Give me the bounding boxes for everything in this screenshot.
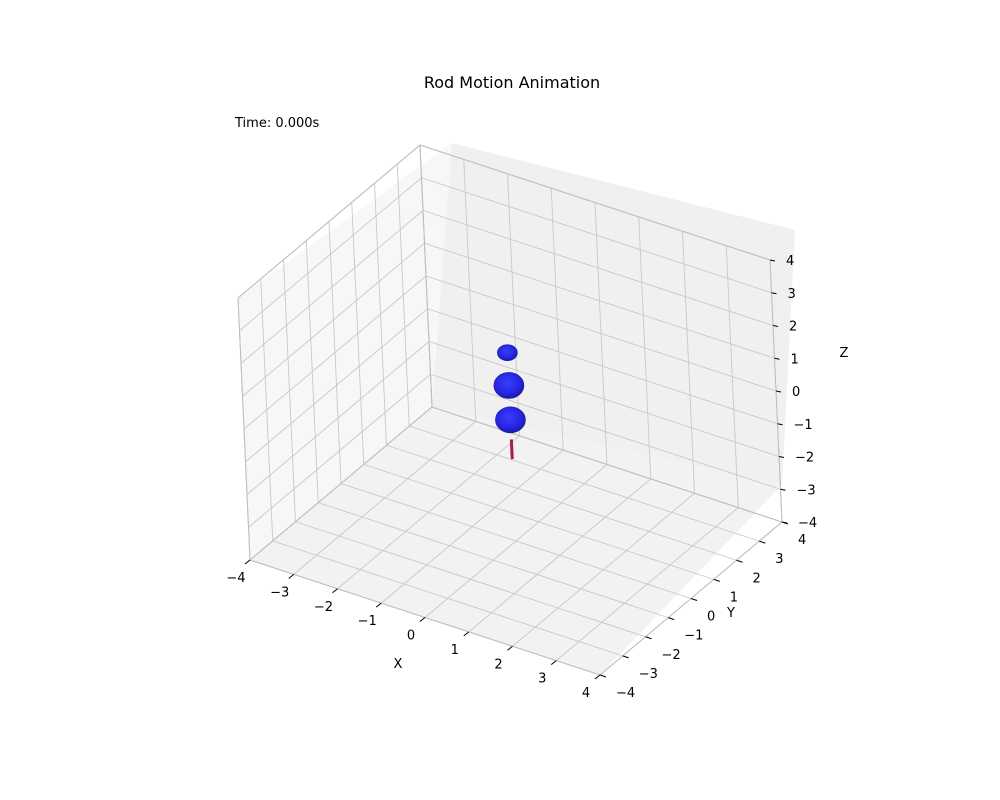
y-tick-label: −3 bbox=[639, 667, 658, 682]
pane-edge bbox=[237, 144, 421, 299]
chart-title: Rod Motion Animation bbox=[424, 73, 600, 92]
rod-layer bbox=[509, 439, 514, 460]
pane-edge bbox=[237, 297, 251, 561]
y-tick-mark bbox=[645, 636, 652, 640]
grid-line bbox=[340, 483, 692, 599]
z-tick-label: 2 bbox=[789, 320, 797, 335]
y-tick-label: 0 bbox=[707, 610, 715, 625]
grid-line bbox=[386, 444, 737, 561]
z-tick-mark bbox=[778, 456, 785, 458]
grid-line bbox=[239, 177, 422, 332]
y-tick-label: −1 bbox=[684, 629, 703, 644]
y-tick-mark bbox=[690, 598, 698, 601]
z-tick-mark bbox=[771, 292, 777, 295]
x-tick-label: −3 bbox=[270, 585, 289, 600]
pane-edge bbox=[419, 144, 433, 408]
rod bbox=[509, 439, 514, 460]
grid-line bbox=[363, 463, 714, 580]
z-tick-mark bbox=[769, 259, 776, 262]
grid-line bbox=[240, 210, 424, 364]
x-tick-label: 4 bbox=[582, 686, 590, 701]
grid-line bbox=[409, 425, 760, 542]
grid-line bbox=[245, 308, 428, 463]
y-tick-mark bbox=[668, 617, 675, 621]
y-tick-label: 1 bbox=[730, 590, 738, 605]
x-tick-label: 3 bbox=[538, 672, 546, 687]
x-tick-label: −2 bbox=[314, 600, 333, 615]
z-tick-label: −2 bbox=[795, 451, 814, 466]
y-tick-mark bbox=[599, 674, 607, 678]
grid-line bbox=[422, 210, 774, 326]
y-tick-label: 4 bbox=[798, 533, 806, 548]
y-tick-label: −2 bbox=[662, 648, 681, 663]
x-tick-mark bbox=[288, 573, 295, 579]
grid-line bbox=[272, 540, 623, 657]
y-tick-label: 2 bbox=[753, 571, 761, 586]
z-tick-label: −4 bbox=[798, 516, 817, 531]
left-pane bbox=[238, 143, 452, 560]
grid-line bbox=[243, 275, 427, 430]
grid-line bbox=[430, 373, 781, 490]
z-tick-label: −3 bbox=[797, 483, 816, 498]
grid-line bbox=[246, 341, 430, 495]
x-tick-mark bbox=[507, 645, 513, 651]
pane-edge bbox=[249, 406, 433, 561]
x-axis-label: X bbox=[394, 657, 403, 672]
x-tick-mark bbox=[332, 588, 338, 594]
x-tick-label: 0 bbox=[407, 629, 415, 644]
x-tick-label: −4 bbox=[226, 571, 245, 586]
y-tick-mark bbox=[759, 540, 766, 544]
x-tick-label: 1 bbox=[451, 643, 459, 658]
sphere bbox=[495, 406, 526, 434]
grid-line bbox=[427, 308, 778, 425]
x-tick-label: −1 bbox=[358, 614, 377, 629]
pane-edge bbox=[431, 406, 783, 523]
grid-line bbox=[424, 242, 775, 359]
x-tick-label: 2 bbox=[494, 657, 502, 672]
grid-line bbox=[421, 177, 772, 294]
z-tick-mark bbox=[781, 521, 788, 524]
pane-edge bbox=[419, 144, 771, 261]
z-tick-label: −1 bbox=[794, 418, 813, 433]
pane-edges bbox=[237, 144, 783, 676]
grid-line bbox=[248, 373, 431, 528]
z-tick-label: 1 bbox=[791, 352, 799, 367]
grid-line bbox=[318, 502, 669, 619]
z-axis-label: Z bbox=[840, 346, 849, 361]
z-tick-mark bbox=[780, 488, 786, 491]
x-tick-mark bbox=[550, 660, 557, 666]
x-tick-mark bbox=[594, 674, 601, 680]
y-axis-label: Y bbox=[726, 606, 735, 621]
grid-line bbox=[242, 242, 425, 397]
z-tick-label: 0 bbox=[792, 385, 800, 400]
sphere bbox=[497, 344, 518, 361]
x-tick-mark bbox=[463, 631, 470, 637]
z-tick-label: 3 bbox=[788, 287, 796, 302]
y-tick-mark bbox=[736, 559, 743, 563]
x-tick-mark bbox=[244, 559, 251, 565]
y-tick-mark bbox=[622, 655, 629, 659]
z-tick-label: 4 bbox=[786, 254, 794, 269]
grid-line bbox=[428, 341, 780, 457]
z-tick-mark bbox=[774, 357, 780, 360]
z-tick-mark bbox=[777, 423, 783, 426]
grid-line bbox=[295, 521, 646, 638]
time-annotation: Time: 0.000s bbox=[234, 116, 320, 131]
z-tick-mark bbox=[775, 390, 782, 393]
y-tick-label: 3 bbox=[775, 552, 783, 567]
z-tick-mark bbox=[772, 325, 779, 327]
sphere-layer bbox=[493, 344, 526, 434]
sphere bbox=[493, 372, 525, 399]
y-tick-label: −4 bbox=[616, 686, 635, 701]
x-tick-mark bbox=[375, 602, 382, 608]
grid-line bbox=[425, 275, 777, 392]
x-tick-mark bbox=[419, 617, 426, 622]
y-tick-mark bbox=[713, 578, 720, 582]
